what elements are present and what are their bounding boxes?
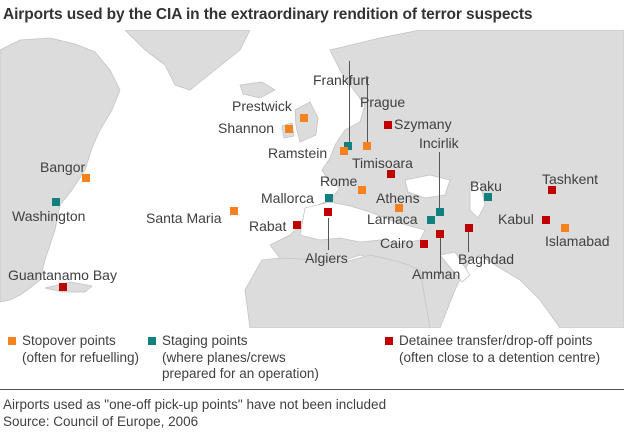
label-rabat: Rabat xyxy=(249,218,287,234)
label-islamabad: Islamabad xyxy=(545,233,610,249)
marker-cairo[interactable] xyxy=(420,240,428,248)
marker-timisoara[interactable] xyxy=(387,170,395,178)
legend-detainee-title: Detainee transfer/drop-off points xyxy=(399,333,593,348)
label-kabul: Kabul xyxy=(498,211,534,227)
stopover-swatch-icon xyxy=(8,337,16,345)
legend-stopover-desc: (often for refuelling) xyxy=(22,349,140,365)
label-ramstein: Ramstein xyxy=(268,145,328,161)
staging-swatch-icon xyxy=(148,337,156,345)
footer-source: Source: Council of Europe, 2006 xyxy=(3,414,199,429)
marker-rabat[interactable] xyxy=(293,221,301,229)
label-amman: Amman xyxy=(412,266,461,282)
marker-ramstein[interactable] xyxy=(340,147,348,155)
marker-prestwick[interactable] xyxy=(300,114,308,122)
marker-prague[interactable] xyxy=(363,142,371,150)
marker-athens[interactable] xyxy=(395,204,403,212)
label-athens: Athens xyxy=(376,190,420,206)
marker-washington[interactable] xyxy=(52,198,60,206)
label-prestwick: Prestwick xyxy=(232,98,292,114)
label-szymany: Szymany xyxy=(394,116,452,132)
label-baghdad: Baghdad xyxy=(458,251,515,267)
legend-detainee-desc: (often close to a detention centre) xyxy=(399,349,601,365)
footer-divider xyxy=(0,389,624,390)
label-larnaca: Larnaca xyxy=(367,211,418,227)
legend-staging-desc-1: (where planes/crews xyxy=(162,349,286,365)
marker-szymany[interactable] xyxy=(384,121,392,129)
marker-santa-maria[interactable] xyxy=(230,207,238,215)
marker-incirlik[interactable] xyxy=(436,208,444,216)
label-incirlik: Incirlik xyxy=(419,135,459,151)
world-map: Bangor Washington Guantanamo Bay Santa M… xyxy=(0,30,624,328)
label-guantanamo-bay: Guantanamo Bay xyxy=(8,267,117,283)
marker-amman[interactable] xyxy=(436,230,444,238)
detainee-swatch-icon xyxy=(385,337,393,345)
incirlik-leader-line xyxy=(439,152,440,208)
marker-bangor[interactable] xyxy=(82,174,90,182)
label-santa-maria: Santa Maria xyxy=(146,210,222,226)
label-frankfurt: Frankfurt xyxy=(313,72,370,88)
label-rome: Rome xyxy=(320,173,358,189)
label-mallorca: Mallorca xyxy=(261,190,314,206)
label-prague: Prague xyxy=(360,94,406,110)
legend-staging-desc-2: prepared for an operation) xyxy=(162,366,319,381)
label-cairo: Cairo xyxy=(380,235,414,251)
label-tashkent: Tashkent xyxy=(542,171,599,187)
label-algiers: Algiers xyxy=(305,250,348,266)
marker-frankfurt[interactable] xyxy=(344,142,352,150)
marker-baghdad[interactable] xyxy=(465,224,473,232)
legend-staging-title: Staging points xyxy=(162,333,248,348)
landmass-shapes xyxy=(0,30,624,328)
footer-note: Airports used as "one-off pick-up points… xyxy=(3,397,387,412)
legend-stopover: Stopover points (often for refuelling) xyxy=(8,333,139,366)
label-bangor: Bangor xyxy=(40,159,86,175)
marker-kabul[interactable] xyxy=(542,216,550,224)
legend-stopover-title: Stopover points xyxy=(22,333,116,348)
legend-staging: Staging points (where planes/crews prepa… xyxy=(148,333,319,383)
label-washington: Washington xyxy=(12,208,86,224)
amman-leader-line xyxy=(440,238,441,274)
algiers-leader-line xyxy=(328,218,329,250)
marker-islamabad[interactable] xyxy=(561,224,569,232)
marker-larnaca[interactable] xyxy=(427,216,435,224)
marker-guantanamo-bay[interactable] xyxy=(59,283,67,291)
marker-tashkent[interactable] xyxy=(548,186,556,194)
marker-algiers[interactable] xyxy=(324,208,332,216)
label-baku: Baku xyxy=(470,178,502,194)
map-title: Airports used by the CIA in the extraord… xyxy=(3,6,533,23)
marker-rome[interactable] xyxy=(358,186,366,194)
label-shannon: Shannon xyxy=(218,120,275,136)
legend-detainee: Detainee transfer/drop-off points (often… xyxy=(385,333,600,366)
marker-shannon[interactable] xyxy=(285,125,293,133)
label-timisoara: Timisoara xyxy=(352,155,413,171)
baghdad-leader-line xyxy=(468,232,469,252)
prague-leader-line xyxy=(367,78,368,142)
marker-baku[interactable] xyxy=(484,193,492,201)
marker-mallorca[interactable] xyxy=(325,194,333,202)
frankfurt-leader-line xyxy=(349,61,350,145)
